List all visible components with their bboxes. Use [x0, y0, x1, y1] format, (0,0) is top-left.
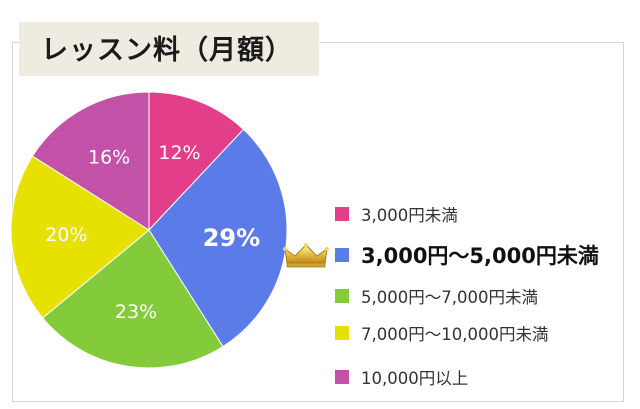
legend-item-5000-7000: 5,000円〜7,000円未満 — [335, 284, 538, 308]
title-banner: レッスン料（月額） — [19, 22, 319, 76]
pie-slice-under-3000 — [148, 91, 245, 232]
legend-item-under-3000: 3,000円未満 — [335, 202, 458, 226]
pie-slice-5000-7000 — [41, 229, 224, 369]
chart-title: レッスン料（月額） — [41, 35, 293, 66]
legend-swatch — [335, 207, 349, 221]
legend-label: 3,000円〜5,000円未満 — [361, 244, 599, 268]
legend-label: 5,000円〜7,000円未満 — [361, 288, 538, 307]
pie-slice-3000-5000 — [148, 128, 288, 348]
slice-label-over-10000: 16% — [88, 146, 130, 168]
slice-label-7000-10000: 20% — [45, 224, 87, 246]
slice-label-3000-5000: 29% — [203, 224, 260, 252]
legend-swatch — [335, 370, 349, 384]
legend-item-over-10000: 10,000円以上 — [335, 365, 468, 389]
pie-slice-7000-10000 — [10, 155, 150, 319]
legend-label: 10,000円以上 — [361, 369, 469, 388]
legend-label: 7,000円〜10,000円未満 — [361, 325, 549, 344]
legend-swatch — [335, 289, 349, 303]
slice-label-under-3000: 12% — [158, 142, 200, 164]
legend-label: 3,000円未満 — [361, 206, 458, 225]
legend-swatch — [335, 326, 349, 340]
slice-label-5000-7000: 23% — [115, 301, 157, 323]
legend-item-3000-5000: 3,000円〜5,000円未満 — [335, 243, 599, 268]
legend-item-7000-10000: 7,000円〜10,000円未満 — [335, 321, 548, 345]
legend-swatch — [335, 248, 349, 262]
crown-icon — [283, 243, 329, 268]
pie-slice-over-10000 — [31, 91, 150, 231]
